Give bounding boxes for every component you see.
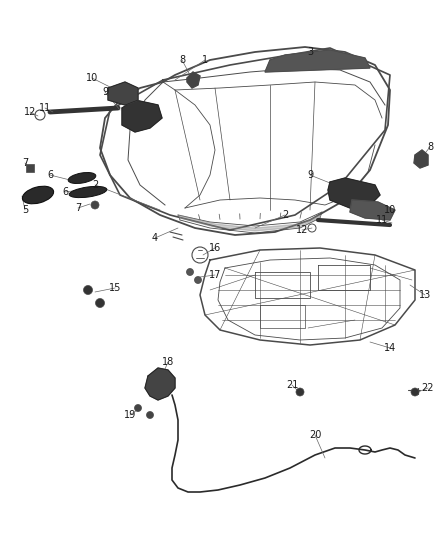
- Text: 22: 22: [422, 383, 434, 393]
- Text: 15: 15: [109, 283, 121, 293]
- Text: 3: 3: [307, 47, 313, 57]
- Circle shape: [296, 388, 304, 396]
- Text: 13: 13: [419, 290, 431, 300]
- Polygon shape: [122, 100, 162, 132]
- Text: 9: 9: [102, 87, 108, 97]
- Text: 18: 18: [162, 357, 174, 367]
- Text: 20: 20: [309, 430, 321, 440]
- Text: 11: 11: [39, 103, 51, 113]
- Text: 7: 7: [22, 158, 28, 168]
- Polygon shape: [145, 368, 175, 400]
- Polygon shape: [350, 200, 395, 220]
- Text: 2: 2: [282, 210, 288, 220]
- Text: 17: 17: [209, 270, 221, 280]
- Text: 1: 1: [202, 55, 208, 65]
- Text: 11: 11: [376, 215, 388, 225]
- Circle shape: [194, 277, 201, 284]
- Text: 21: 21: [286, 380, 298, 390]
- Text: 2: 2: [92, 180, 98, 190]
- Text: 19: 19: [124, 410, 136, 420]
- Ellipse shape: [22, 186, 53, 204]
- Text: 12: 12: [296, 225, 308, 235]
- Polygon shape: [328, 178, 380, 208]
- Polygon shape: [187, 72, 200, 88]
- Text: 12: 12: [24, 107, 36, 117]
- Polygon shape: [108, 82, 138, 105]
- Ellipse shape: [69, 187, 107, 198]
- Ellipse shape: [68, 173, 96, 183]
- Text: 5: 5: [22, 205, 28, 215]
- Polygon shape: [178, 215, 320, 231]
- Text: 6: 6: [62, 187, 68, 197]
- Circle shape: [84, 286, 92, 295]
- Circle shape: [91, 201, 99, 209]
- Text: 4: 4: [152, 233, 158, 243]
- Text: 14: 14: [384, 343, 396, 353]
- Text: 10: 10: [86, 73, 98, 83]
- Polygon shape: [265, 50, 370, 72]
- Text: 9: 9: [307, 170, 313, 180]
- Text: 8: 8: [427, 142, 433, 152]
- Bar: [26, 164, 34, 172]
- Text: 10: 10: [384, 205, 396, 215]
- Text: 6: 6: [47, 170, 53, 180]
- Circle shape: [134, 405, 141, 411]
- Text: 16: 16: [209, 243, 221, 253]
- Text: 8: 8: [179, 55, 185, 65]
- Circle shape: [146, 411, 153, 418]
- Polygon shape: [414, 150, 428, 168]
- Circle shape: [187, 269, 194, 276]
- Circle shape: [411, 388, 419, 396]
- Circle shape: [95, 298, 105, 308]
- Text: 7: 7: [75, 203, 81, 213]
